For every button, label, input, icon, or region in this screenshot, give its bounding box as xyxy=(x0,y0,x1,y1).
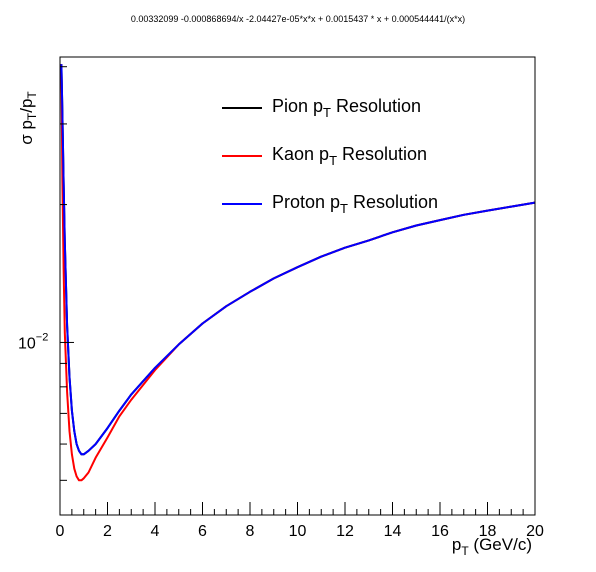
x-tick-label: 4 xyxy=(151,523,160,540)
legend-label-kaon: Kaon pT Resolution xyxy=(272,144,427,168)
x-tick-label: 16 xyxy=(431,523,449,540)
series-line-2 xyxy=(60,64,536,456)
legend-label-proton: Proton pT Resolution xyxy=(272,192,438,216)
y-tick-label: 10−2 xyxy=(18,331,48,352)
x-tick-label: 20 xyxy=(526,523,544,540)
x-tick-label: 10 xyxy=(289,523,307,540)
chart-title: 0.00332099 -0.000868694/x -2.04427e-05*x… xyxy=(131,14,465,24)
legend: Pion pT Resolution Kaon pT Resolution Pr… xyxy=(222,96,438,216)
x-tick-label: 14 xyxy=(384,523,402,540)
x-tick-label: 12 xyxy=(336,523,354,540)
y-axis-label: σ pT/pT xyxy=(17,91,39,145)
x-tick-label: 2 xyxy=(103,523,112,540)
x-axis-label: pT (GeV/c) xyxy=(452,535,532,558)
x-tick-label: 0 xyxy=(56,523,65,540)
series-layer xyxy=(60,64,536,482)
x-tick-label: 6 xyxy=(198,523,207,540)
x-tick-label: 8 xyxy=(246,523,255,540)
axes-layer: 0 2 4 6 8 10 12 14 16 18 20 10−2 xyxy=(18,66,544,540)
legend-label-pion: Pion pT Resolution xyxy=(272,96,421,120)
x-tick-label: 18 xyxy=(479,523,497,540)
